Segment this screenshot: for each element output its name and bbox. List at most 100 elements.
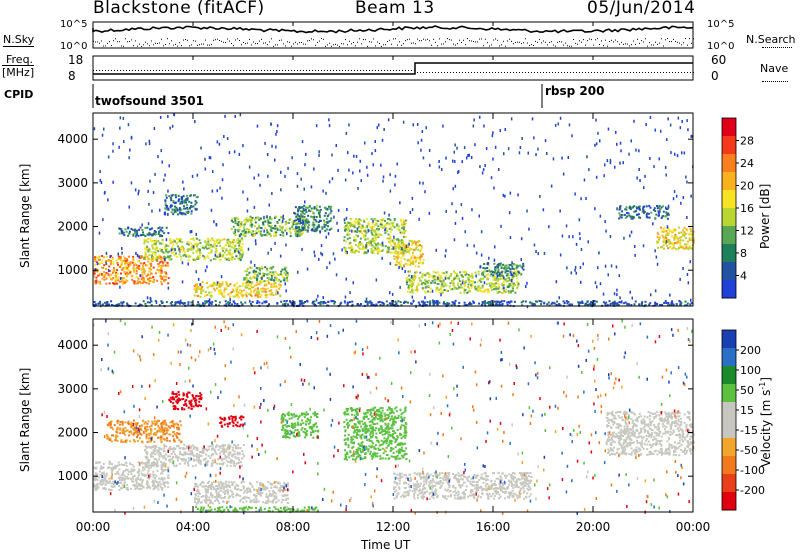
power-map-cell (317, 301, 320, 304)
power-map-noise (634, 245, 636, 248)
power-map-cell (429, 287, 432, 290)
velocity-map-cell (191, 452, 194, 455)
power-map-cell (429, 291, 432, 293)
power-map-noise (121, 251, 123, 255)
power-map-cell (343, 239, 346, 242)
power-map-cell (299, 303, 302, 306)
power-map-noise (259, 183, 261, 187)
velocity-map-cell (135, 480, 138, 483)
power-map-noise (609, 235, 612, 238)
velocity-map-cell (193, 454, 196, 457)
power-map-cell (123, 234, 126, 237)
power-map-cell (303, 219, 306, 222)
power-map-cell (396, 243, 399, 246)
power-map-cell (639, 208, 641, 211)
power-map-cell (347, 246, 350, 249)
power-map-cell (372, 251, 375, 254)
power-map-cell (612, 303, 615, 306)
power-map-cell (256, 300, 259, 303)
power-map-cell (298, 234, 301, 237)
velocity-map-cell (96, 482, 99, 485)
velocity-map-cell (160, 478, 163, 481)
power-map-cell (213, 245, 216, 248)
power-map-cell (214, 284, 217, 286)
velocity-map-cell (136, 471, 139, 474)
velocity-map-cell (209, 456, 212, 459)
power-map-cell (315, 207, 318, 210)
power-map-cell (284, 268, 286, 271)
power-map-cell (269, 215, 271, 218)
power-map-cell (163, 279, 165, 282)
power-map-cell (161, 262, 164, 265)
power-map-cell (351, 224, 354, 227)
power-map-cell (151, 258, 154, 260)
power-map-cell (270, 283, 273, 286)
velocity-map-cell (236, 462, 239, 465)
velocity-map-cell (220, 450, 223, 453)
power-map-cell (173, 254, 176, 257)
velocity-map-cell (94, 484, 97, 487)
power-map-cell (420, 246, 423, 249)
power-map-cell (672, 230, 675, 233)
power-map-cell (689, 245, 691, 248)
power-map-cell (422, 273, 425, 276)
power-map-cell (126, 262, 129, 265)
power-map-cell (440, 285, 443, 288)
power-map-cell (297, 218, 299, 221)
velocity-map-cell (145, 461, 148, 464)
power-map-cell (346, 233, 349, 236)
power-map-noise (583, 178, 586, 182)
power-map-cell (141, 282, 144, 285)
power-map-cell (556, 300, 559, 303)
velocity-map-cell (156, 419, 159, 422)
power-map-noise (470, 156, 473, 159)
power-map-cell (318, 210, 321, 213)
power-map-cell (118, 280, 121, 283)
power-map-cell (654, 217, 657, 220)
power-map-noise (402, 120, 405, 124)
power-map-cell (202, 289, 205, 292)
power-map-noise (420, 148, 422, 152)
power-map-noise (599, 282, 602, 286)
power-map-cell (315, 216, 318, 218)
power-map-noise (527, 151, 529, 155)
power-map-noise (435, 248, 437, 252)
power-map-cell (397, 239, 400, 242)
power-map-cell (190, 242, 193, 245)
velocity-map-cell (175, 434, 178, 437)
power-map-cell (159, 228, 162, 231)
velocity-map-cell (231, 459, 234, 462)
power-map-cell (396, 257, 399, 260)
power-map-cell (149, 270, 151, 273)
power-map-cell (672, 303, 675, 306)
power-map-noise (685, 175, 687, 179)
power-map-cell (186, 203, 189, 206)
power-map-cell (429, 300, 432, 303)
power-map-cell (515, 274, 518, 277)
power-map-cell (680, 302, 683, 304)
power-map-noise (559, 116, 562, 120)
power-map-cell (376, 244, 379, 247)
power-map-cell (432, 270, 435, 273)
power-map-cell (660, 230, 663, 233)
power-map-cell (384, 232, 387, 234)
velocity-map-cell (167, 425, 170, 428)
power-map-cell (208, 285, 211, 288)
power-map-cell (121, 230, 123, 233)
power-map-cell (352, 251, 355, 254)
power-map-cell (322, 302, 325, 305)
power-map-cell (529, 301, 532, 304)
velocity-map-cell (168, 449, 171, 452)
power-map-noise (572, 235, 574, 239)
power-map-cell (350, 248, 353, 251)
power-map-cell (349, 241, 352, 244)
power-map-cell (370, 227, 373, 230)
velocity-map-cell (198, 456, 200, 459)
power-map-cell (691, 247, 694, 250)
velocity-map-cell (129, 430, 132, 433)
power-map-cell (134, 262, 137, 265)
power-map-cell (489, 270, 492, 273)
power-map-cell (512, 271, 515, 274)
power-map-cell (120, 259, 123, 262)
velocity-map-cell (155, 475, 158, 478)
